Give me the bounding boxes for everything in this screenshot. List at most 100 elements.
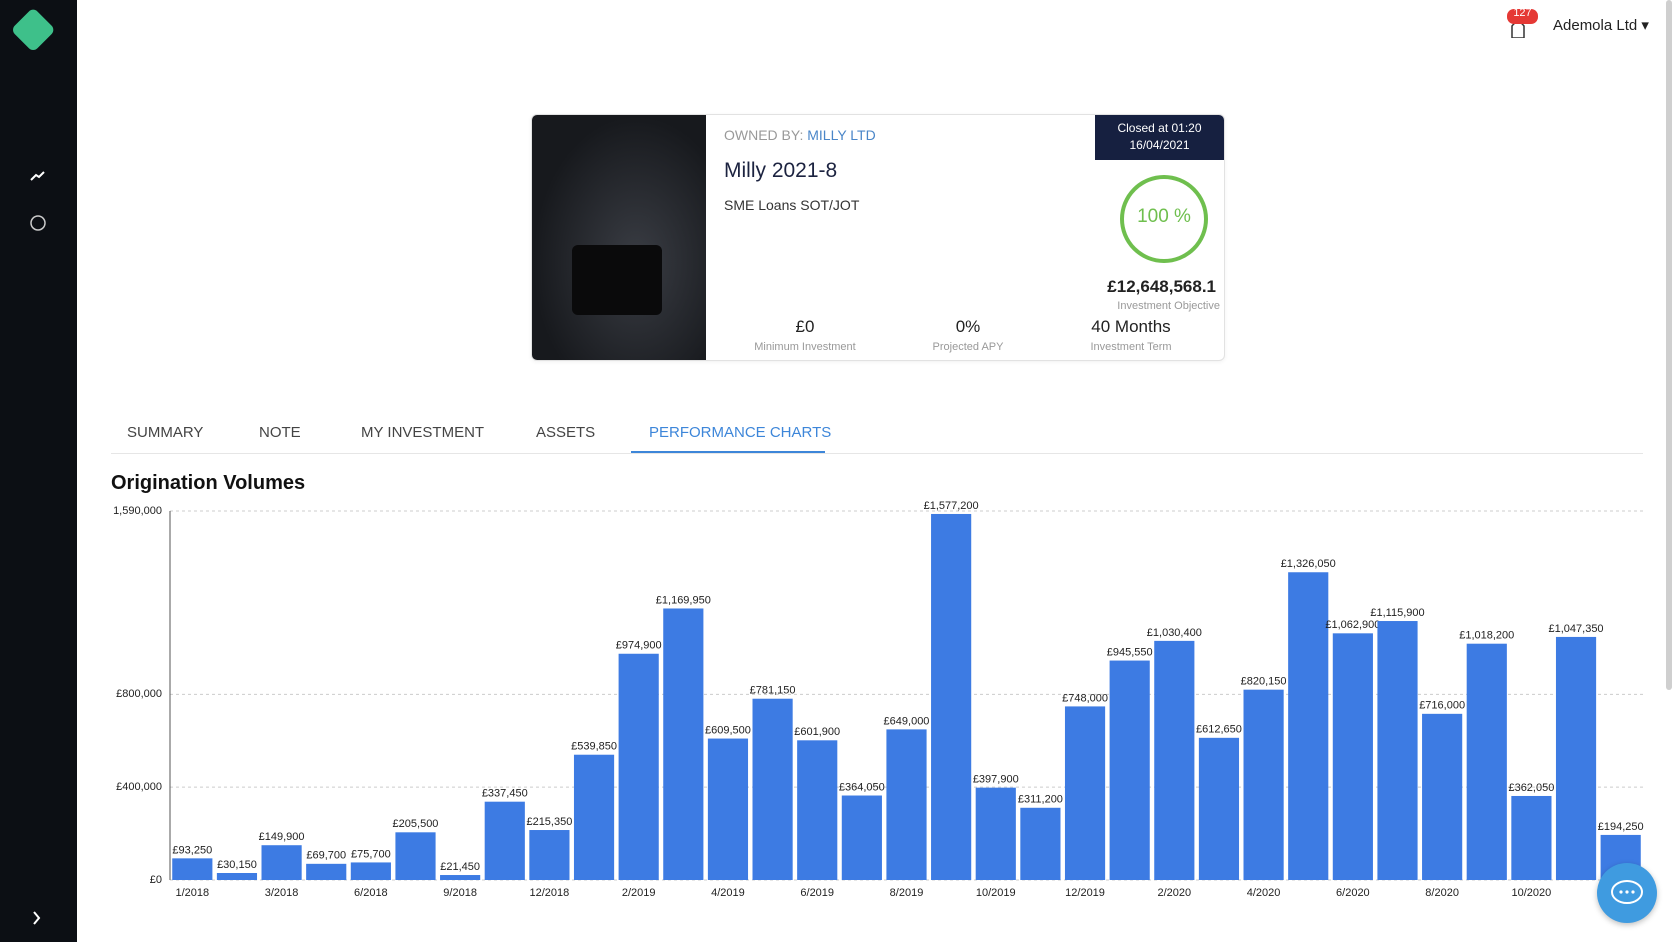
bar <box>350 862 391 880</box>
closed-time: Closed at 01:20 <box>1117 121 1202 135</box>
bar <box>1466 643 1507 880</box>
stat-label: Minimum Investment <box>754 341 856 353</box>
value-label: £1,169,950 <box>656 594 711 606</box>
logo[interactable] <box>11 7 56 52</box>
bar <box>975 787 1016 880</box>
value-label: £21,450 <box>440 861 480 873</box>
value-label: £215,350 <box>526 816 572 828</box>
value-label: £337,450 <box>482 788 528 800</box>
sidebar <box>0 0 77 942</box>
x-tick-label: 6/2020 <box>1336 887 1370 899</box>
x-tick-label: 1/2018 <box>175 887 209 899</box>
y-tick-label: £800,000 <box>116 688 162 700</box>
stat-label: Investment Term <box>1090 341 1172 353</box>
x-tick-label: 9/2018 <box>443 887 477 899</box>
value-label: £1,030,400 <box>1147 627 1202 639</box>
tab[interactable]: NOTE <box>259 424 301 441</box>
x-tick-label: 2/2019 <box>622 887 656 899</box>
bar <box>1332 633 1373 880</box>
bar <box>1511 795 1552 880</box>
y-tick-label: £0 <box>150 874 162 886</box>
progress-label: 100 % <box>1137 206 1191 227</box>
x-tick-label: 4/2019 <box>711 887 745 899</box>
progress-ring <box>1120 175 1208 263</box>
bar <box>306 863 347 880</box>
x-tick-label: 2/2020 <box>1157 887 1191 899</box>
value-label: £609,500 <box>705 724 751 736</box>
tab[interactable]: ASSETS <box>536 424 596 441</box>
expand-icon[interactable] <box>33 911 41 925</box>
chart-icon[interactable] <box>30 171 45 181</box>
bar <box>797 740 838 880</box>
notification-count: 127 <box>1513 7 1532 19</box>
bar <box>216 873 258 880</box>
value-label: £539,850 <box>571 741 617 753</box>
value-label: £149,900 <box>259 831 305 843</box>
bar <box>1555 636 1597 880</box>
objective-value: £12,648,568.1 <box>1107 277 1216 296</box>
x-tick-label: 12/2018 <box>530 887 570 899</box>
value-label: £820,150 <box>1241 676 1287 688</box>
value-label: £1,047,350 <box>1549 623 1604 635</box>
scrollbar[interactable] <box>1666 0 1672 690</box>
chat-button[interactable] <box>1597 863 1657 923</box>
y-tick-label: £400,000 <box>116 781 162 793</box>
deal-subtitle: SME Loans SOT/JOT <box>724 197 860 213</box>
value-label: £69,700 <box>306 850 346 862</box>
value-label: £75,700 <box>351 848 391 860</box>
bar <box>1154 640 1195 880</box>
tab[interactable]: SUMMARY <box>127 424 204 441</box>
x-tick-label: 12/2019 <box>1065 887 1105 899</box>
tab-underline <box>631 451 825 453</box>
bar <box>440 875 481 880</box>
bar <box>484 801 525 880</box>
x-tick-label: 6/2018 <box>354 887 388 899</box>
bell[interactable] <box>1500 8 1540 38</box>
x-tick-label: 10/2020 <box>1512 887 1552 899</box>
value-label: £364,050 <box>839 781 885 793</box>
owned-by-label: OWNED BY: <box>724 127 804 143</box>
value-label: £205,500 <box>393 818 439 830</box>
chat-icon <box>1611 880 1643 904</box>
value-label: £93,250 <box>172 844 212 856</box>
bar <box>663 608 704 880</box>
value-label: £311,200 <box>1018 794 1063 806</box>
bar <box>618 653 659 880</box>
tab[interactable]: MY INVESTMENT <box>361 424 485 441</box>
x-tick-label: 6/2019 <box>800 887 834 899</box>
value-label: £781,150 <box>750 685 796 697</box>
sidebar-icons <box>11 7 56 925</box>
bar <box>529 830 570 880</box>
x-tick-label: 4/2020 <box>1247 887 1281 899</box>
owner[interactable]: MILLY LTD <box>807 127 876 143</box>
value-label: £649,000 <box>884 715 930 727</box>
value-label: £362,050 <box>1508 782 1554 794</box>
bar <box>1109 660 1150 880</box>
x-tick-label: 8/2019 <box>890 887 924 899</box>
bar <box>1064 706 1106 880</box>
deal-image <box>532 115 706 360</box>
value-label: £612,650 <box>1196 724 1242 736</box>
bar <box>1020 807 1061 880</box>
value-label: £1,062,900 <box>1325 619 1380 631</box>
account-menu[interactable]: Ademola Ltd ▾ <box>1553 17 1649 34</box>
value-label: £974,900 <box>616 640 662 652</box>
objective-label: Investment Objective <box>1117 300 1220 312</box>
owner-line: OWNED BY: MILLY LTD <box>724 127 876 143</box>
x-tick-label: 3/2018 <box>265 887 299 899</box>
value-label: £945,550 <box>1107 646 1153 658</box>
bar <box>886 729 927 880</box>
stat-value: 0% <box>955 317 981 336</box>
value-label: £748,000 <box>1062 692 1108 704</box>
tab-active[interactable]: PERFORMANCE CHARTS <box>649 424 832 441</box>
bar <box>707 738 749 880</box>
bar <box>261 845 302 880</box>
value-label: £1,577,200 <box>924 500 979 512</box>
bar <box>931 513 972 880</box>
closed-date: 16/04/2021 <box>1129 138 1190 152</box>
bar <box>1198 737 1240 880</box>
x-tick-label: 10/2019 <box>976 887 1016 899</box>
value-label: £30,150 <box>217 859 257 871</box>
pie-icon[interactable] <box>30 215 46 231</box>
